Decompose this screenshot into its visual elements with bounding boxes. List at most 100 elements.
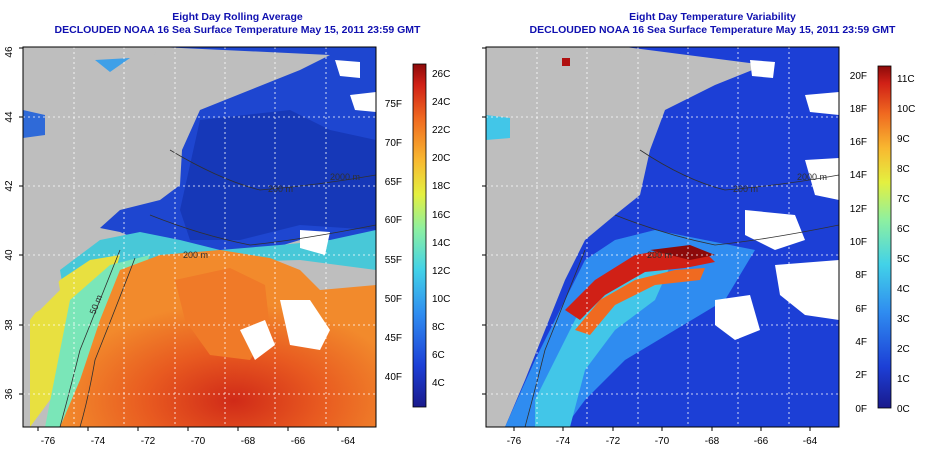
y-tick-label: 42 [4, 180, 15, 192]
colorbar-celsius-labels: 0C 1C 2C 3C 4C 5C 6C 7C 8C 9C 10C 11C [897, 74, 915, 415]
svg-text:55F: 55F [385, 255, 402, 266]
y-tick-label: 46 [475, 46, 478, 58]
x-tick-label: -70 [655, 436, 670, 447]
y-tick-label: 36 [4, 388, 15, 400]
y-tick-label: 44 [4, 111, 15, 123]
svg-text:24C: 24C [432, 97, 450, 108]
contour-50m [59, 249, 121, 427]
y-tick-label: 38 [4, 319, 15, 331]
svg-text:10F: 10F [850, 237, 867, 248]
svg-text:75F: 75F [385, 99, 402, 110]
svg-text:4C: 4C [897, 284, 910, 295]
svg-text:14C: 14C [432, 238, 450, 249]
x-tick-label: -74 [556, 436, 571, 447]
variability-map: 2000 m 200 m 200 m -76 -74 -72 -70 -68 -… [475, 46, 915, 447]
svg-text:6F: 6F [855, 304, 867, 315]
svg-text:65F: 65F [385, 177, 402, 188]
contour-label: 200 m [183, 250, 208, 260]
svg-text:12C: 12C [432, 266, 450, 277]
variability-panel: Eight Day Temperature Variability DECLOU… [475, 0, 950, 475]
svg-text:0F: 0F [855, 404, 867, 415]
contour-label: 2000 m [330, 172, 360, 182]
x-axis: -76 -74 -72 -70 -68 -66 -64 [507, 427, 818, 447]
x-tick-label: -76 [507, 436, 522, 447]
contour-2000m [639, 149, 839, 191]
landmass [23, 47, 160, 285]
map-frame [22, 46, 377, 428]
contour-label: 200 m [733, 184, 758, 194]
svg-text:2C: 2C [897, 344, 910, 355]
average-panel: Eight Day Rolling Average DECLOUDED NOAA… [4, 11, 450, 447]
y-tick-label: 42 [475, 180, 478, 192]
svg-text:26C: 26C [432, 69, 450, 80]
x-tick-label: -66 [754, 436, 769, 447]
map-area [486, 47, 839, 427]
colorbar-celsius-labels: 4C 6C 8C 10C 12C 14C 16C 18C 20C 22C 24C… [432, 69, 450, 389]
x-tick-label: -68 [241, 436, 256, 447]
map-area [23, 47, 376, 427]
svg-text:16C: 16C [432, 210, 450, 221]
svg-text:22C: 22C [432, 125, 450, 136]
colorbar-fahrenheit-labels: 0F 2F 4F 6F 8F 10F 12F 14F 16F 18F 20F [850, 71, 867, 415]
contour-label: 200 m [647, 250, 672, 260]
x-tick-label: -64 [341, 436, 356, 447]
colorbar [877, 65, 892, 409]
x-tick-label: -64 [803, 436, 818, 447]
svg-text:70F: 70F [385, 138, 402, 149]
svg-text:20C: 20C [432, 153, 450, 164]
svg-text:2F: 2F [855, 370, 867, 381]
y-tick-label: 40 [475, 249, 478, 261]
x-tick-label: -70 [191, 436, 206, 447]
y-axis: 36 38 40 42 44 46 [4, 46, 23, 400]
contour-200m [614, 214, 839, 246]
high-variability-band [565, 248, 715, 320]
svg-text:8F: 8F [855, 270, 867, 281]
y-tick-label: 46 [4, 46, 15, 58]
svg-text:10C: 10C [897, 104, 915, 115]
svg-text:40F: 40F [385, 372, 402, 383]
colorbar-fahrenheit-labels: 40F 45F 50F 55F 60F 65F 70F 75F [385, 99, 402, 383]
svg-text:7C: 7C [897, 194, 910, 205]
contour-2000m [169, 149, 376, 191]
grid-lines [486, 47, 839, 427]
average-map: 2000 m 200 m 200 m 50 m -76 -74 -72 -70 … [4, 46, 450, 447]
svg-text:16F: 16F [850, 137, 867, 148]
svg-text:60F: 60F [385, 215, 402, 226]
panel-title: Eight Day Temperature Variability [629, 11, 796, 23]
y-tick-label: 38 [475, 319, 478, 331]
svg-text:4F: 4F [855, 337, 867, 348]
grid-lines [23, 47, 376, 427]
svg-text:6C: 6C [897, 224, 910, 235]
svg-text:4C: 4C [432, 378, 445, 389]
y-tick-label: 44 [475, 111, 478, 123]
x-tick-label: -66 [291, 436, 306, 447]
contour-200m [149, 214, 376, 246]
svg-text:1C: 1C [897, 374, 910, 385]
panel-title: Eight Day Rolling Average [172, 11, 303, 23]
svg-text:50F: 50F [385, 294, 402, 305]
svg-text:8C: 8C [432, 322, 445, 333]
x-tick-label: -76 [41, 436, 56, 447]
svg-text:45F: 45F [385, 333, 402, 344]
svg-text:10C: 10C [432, 294, 450, 305]
svg-text:8C: 8C [897, 164, 910, 175]
svg-text:11C: 11C [897, 74, 915, 85]
svg-text:12F: 12F [850, 204, 867, 215]
y-tick-label: 36 [475, 388, 478, 400]
panel-subtitle: DECLOUDED NOAA 16 Sea Surface Temperatur… [529, 24, 896, 36]
x-tick-label: -74 [91, 436, 106, 447]
x-axis: -76 -74 -72 -70 -68 -66 -64 [37, 427, 356, 447]
landmass [486, 47, 625, 290]
svg-text:0C: 0C [897, 404, 910, 415]
svg-text:6C: 6C [432, 350, 445, 361]
svg-text:20F: 20F [850, 71, 867, 82]
svg-text:18C: 18C [432, 181, 450, 192]
svg-text:14F: 14F [850, 170, 867, 181]
x-tick-label: -72 [606, 436, 621, 447]
svg-text:18F: 18F [850, 104, 867, 115]
panel-subtitle: DECLOUDED NOAA 16 Sea Surface Temperatur… [54, 24, 421, 36]
contour-label: 2000 m [797, 172, 827, 182]
contour-label: 200 m [268, 184, 293, 194]
svg-text:9C: 9C [897, 134, 910, 145]
colorbar [412, 63, 427, 408]
